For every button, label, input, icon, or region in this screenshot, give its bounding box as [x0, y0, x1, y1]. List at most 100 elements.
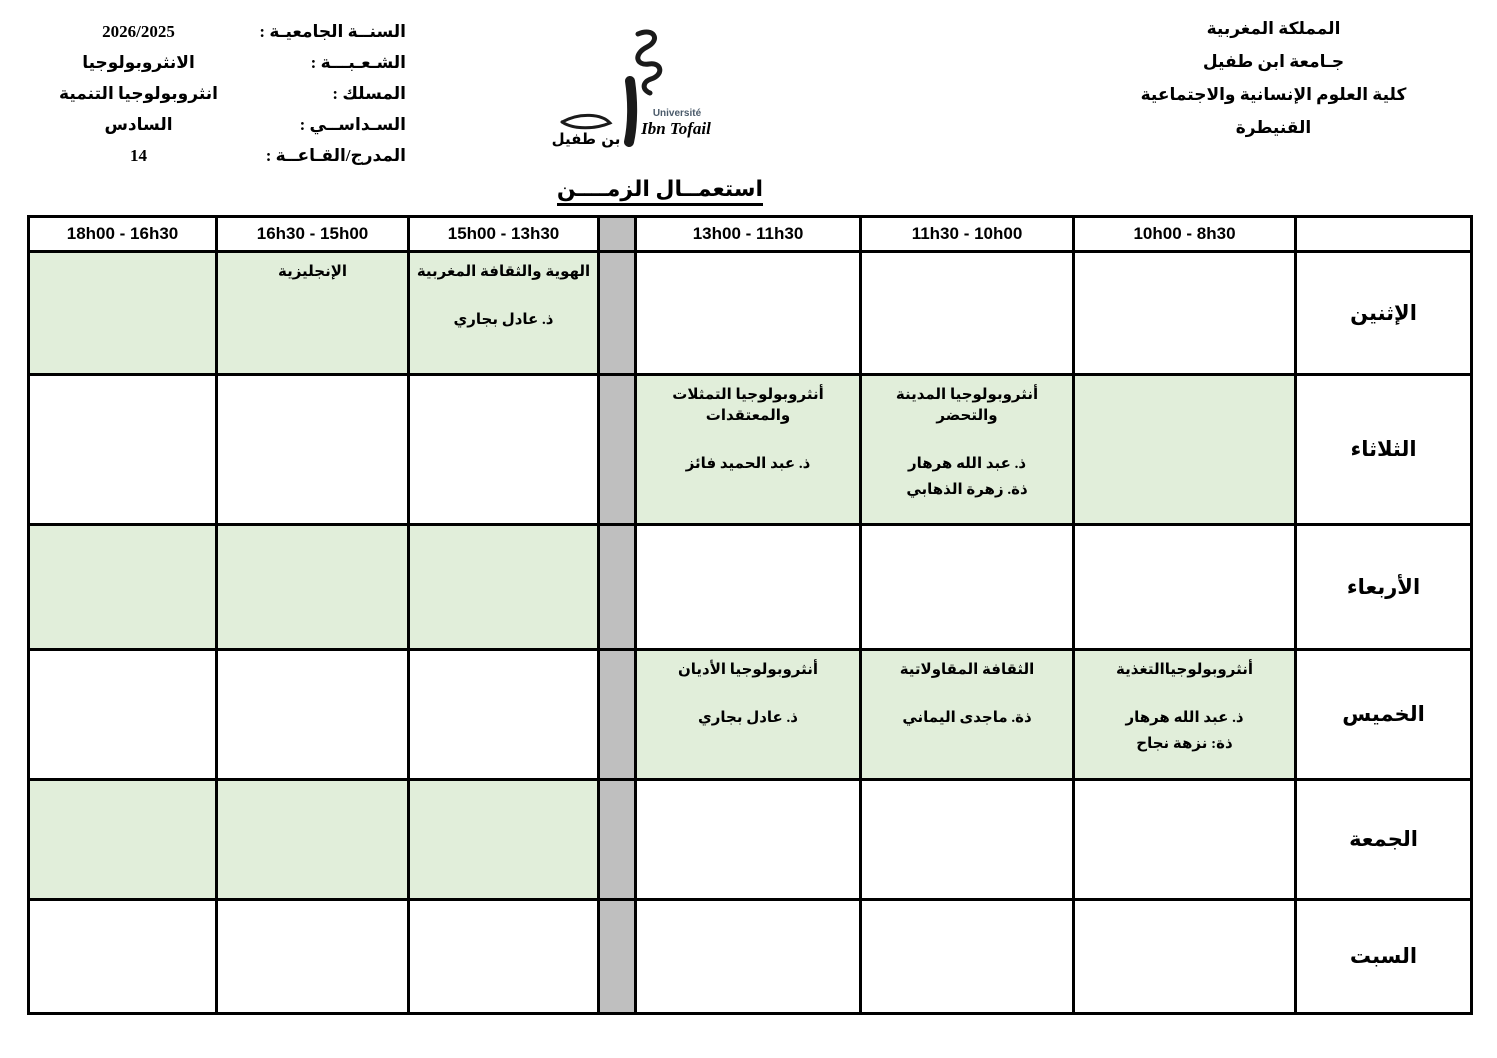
- branch-label: الشـعـبـــة :: [310, 53, 406, 72]
- schedule-cell: [30, 253, 215, 373]
- separator-cell: [600, 218, 634, 250]
- page-title-text: استعمــال الزمــــن: [556, 176, 764, 206]
- schedule-cell: [410, 376, 597, 523]
- course-title: الثقافة المقاولاتية: [899, 662, 1035, 678]
- schedule-cell: [1075, 781, 1294, 898]
- schedule-cell: أنثروبولوجيا المدينة والتحضر ذ. عبد الله…: [862, 376, 1072, 523]
- schedule-cell: [30, 526, 215, 648]
- schedule-cell: [862, 901, 1072, 1012]
- schedule-cell: [218, 376, 407, 523]
- schedule-cell: الهوية والثقافة المغربية ذ. عادل بجاري: [410, 253, 597, 373]
- schedule-cell: [410, 651, 597, 778]
- course-title: أنثروبولوجيا الأديان: [677, 662, 819, 678]
- track-value: انثروبولوجيا التنمية: [59, 84, 218, 103]
- separator-cell: [600, 376, 634, 523]
- course-teachers: ذ. عبد الله هرهار ذة: نزهة نجاح: [1125, 708, 1243, 755]
- course-title: أنثروبولوجيا التمثلات والمعتقدات: [672, 387, 824, 424]
- schedule-cell: [637, 253, 859, 373]
- course-teachers: ذ. عادل بجاري: [698, 708, 798, 734]
- time-header-13h00-11h30: 13h00 - 11h30: [637, 218, 859, 250]
- day-label-wednesday: الأربعاء: [1297, 526, 1470, 648]
- branch-value: الانثروبولوجيا: [82, 53, 195, 72]
- teacher-name: ذ. عبد الحميد فائز: [685, 456, 811, 472]
- day-label-tuesday: الثلاثاء: [1297, 376, 1470, 523]
- schedule-cell: الإنجليزية: [218, 253, 407, 373]
- semester-value: السادس: [104, 115, 173, 134]
- institution-country: المملكة المغربية: [1206, 19, 1341, 38]
- schedule-cell: [218, 901, 407, 1012]
- separator-cell: [600, 651, 634, 778]
- info-row-branch: الشـعـبـــة : الانثروبولوجيا: [36, 47, 406, 78]
- info-row-room: المدرج/القـاعــة : 14: [36, 140, 406, 171]
- schedule-cell: [637, 526, 859, 648]
- schedule-cell: [410, 901, 597, 1012]
- separator-cell: [600, 901, 634, 1012]
- academic-year-value: 2026/2025: [102, 22, 175, 41]
- logo-caption-bottom: Ibn Tofail: [640, 119, 711, 138]
- separator-cell: [600, 526, 634, 648]
- info-row-academic-year: السنــة الجامعيـة : 2026/2025: [36, 16, 406, 47]
- schedule-cell: [218, 651, 407, 778]
- course-teachers: ذ. عادل بجاري: [454, 310, 554, 336]
- schedule-cell: [1075, 901, 1294, 1012]
- course-title: الإنجليزية: [277, 264, 348, 280]
- semester-label: السـداســي :: [299, 115, 406, 134]
- course-title: أنثروبولوجياالتغذية: [1116, 662, 1253, 678]
- schedule-cell: [410, 526, 597, 648]
- logo-alif-stroke: [624, 76, 638, 147]
- info-row-track: المسلك : انثروبولوجيا التنمية: [36, 78, 406, 109]
- schedule-cell: الثقافة المقاولاتية ذة. ماجدى اليماني: [862, 651, 1072, 778]
- time-header-10h00-8h30: 10h00 - 8h30: [1075, 218, 1294, 250]
- track-label: المسلك :: [332, 84, 406, 103]
- schedule-cell: [862, 781, 1072, 898]
- academic-year-label: السنــة الجامعيـة :: [259, 22, 406, 41]
- schedule-cell: [30, 651, 215, 778]
- course-teachers: ذ. عبد الله هرهار ذة. زهرة الذهابي: [906, 454, 1027, 501]
- schedule-cell: [637, 901, 859, 1012]
- schedule-cell: [1075, 526, 1294, 648]
- schedule-cell: [862, 253, 1072, 373]
- day-label-friday: الجمعة: [1297, 781, 1470, 898]
- logo-calligraphy-swirl: [635, 29, 663, 96]
- course-teachers: ذ. عبد الحميد فائز: [686, 454, 811, 480]
- teacher-name: ذ. عبد الله هرهار: [1125, 710, 1244, 726]
- day-label-thursday: الخميس: [1297, 651, 1470, 778]
- document-info-block: السنــة الجامعيـة : 2026/2025 الشـعـبـــ…: [36, 16, 406, 171]
- schedule-cell: [410, 781, 597, 898]
- teacher-name: ذ. عادل بجاري: [453, 312, 554, 328]
- schedule-cell: [862, 526, 1072, 648]
- info-row-semester: السـداســي : السادس: [36, 109, 406, 140]
- day-label-saturday: السبت: [1297, 901, 1470, 1012]
- institution-university: جـامعة ابن طفيل: [1202, 52, 1345, 71]
- course-teachers: ذة. ماجدى اليماني: [902, 708, 1031, 734]
- time-header-11h30-10h00: 11h30 - 10h00: [862, 218, 1072, 250]
- room-label: المدرج/القـاعــة :: [265, 146, 406, 165]
- teacher-name: ذة. زهرة الذهابي: [906, 482, 1028, 498]
- schedule-cell: [30, 901, 215, 1012]
- schedule-cell: [30, 376, 215, 523]
- logo-caption-top: Université: [653, 108, 702, 119]
- logo-arabic-script: بن طفيل: [552, 130, 621, 148]
- separator-cell: [600, 253, 634, 373]
- teacher-name: ذة. ماجدى اليماني: [902, 710, 1032, 726]
- logo-graphic: بن طفيل Université Ibn Tofail: [552, 29, 711, 148]
- teacher-name: ذ. عبد الله هرهار: [907, 456, 1027, 472]
- logo-flourish: [560, 113, 613, 130]
- schedule-cell: [218, 526, 407, 648]
- teacher-name: ذ. عادل بجاري: [698, 710, 798, 726]
- institution-faculty: كلية العلوم الإنسانية والاجتماعية: [1140, 85, 1407, 104]
- separator-cell: [600, 781, 634, 898]
- institution-city: القنيطرة: [1235, 118, 1312, 137]
- day-label-monday: الإثنين: [1297, 253, 1470, 373]
- schedule-cell: [1075, 253, 1294, 373]
- day-column-header: [1297, 218, 1470, 250]
- time-header-18h00-16h30: 18h00 - 16h30: [30, 218, 215, 250]
- course-title: أنثروبولوجيا المدينة والتحضر: [895, 387, 1039, 424]
- time-header-15h00-13h30: 15h00 - 13h30: [410, 218, 597, 250]
- schedule-cell: [1075, 376, 1294, 523]
- schedule-cell: [218, 781, 407, 898]
- schedule-cell: أنثروبولوجيا الأديان ذ. عادل بجاري: [637, 651, 859, 778]
- schedule-cell: [637, 781, 859, 898]
- timetable: 18h00 - 16h30 16h30 - 15h00 15h00 - 13h3…: [27, 215, 1473, 1015]
- schedule-cell: أنثروبولوجيا التمثلات والمعتقدات ذ. عبد …: [637, 376, 859, 523]
